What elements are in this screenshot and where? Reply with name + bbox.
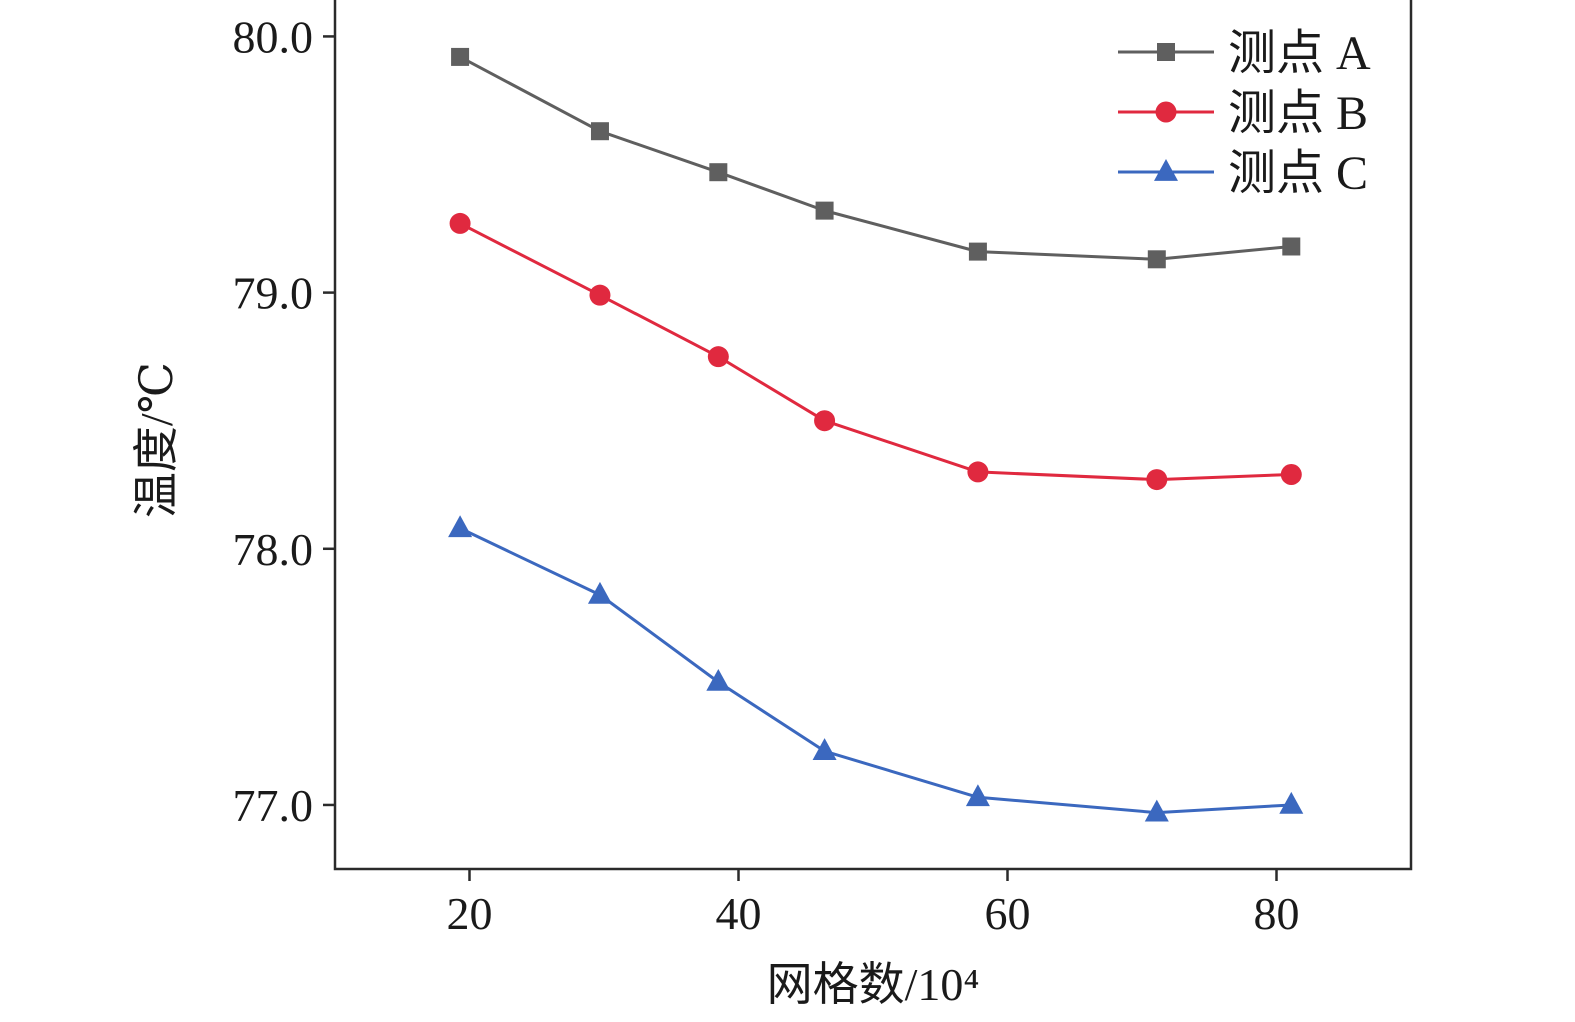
x-axis: 20 40 60 80 — [447, 869, 1300, 939]
data-point — [449, 212, 471, 234]
y-axis-title: 温度/℃ — [131, 362, 182, 518]
legend: 测点 A 测点 B 测点 C — [1118, 27, 1371, 200]
legend-item: 测点 A — [1118, 27, 1371, 80]
legend-marker — [1157, 43, 1175, 61]
y-tick-label: 79.0 — [233, 268, 314, 319]
legend-item: 测点 B — [1118, 87, 1368, 140]
data-point — [967, 461, 989, 483]
series-line — [459, 222, 1292, 482]
series-1 — [451, 47, 1301, 269]
data-point — [965, 784, 990, 807]
data-point — [1279, 791, 1304, 814]
legend-label: 测点 C — [1228, 147, 1368, 200]
data-point — [1282, 237, 1301, 256]
data-point — [590, 122, 609, 141]
series-2 — [449, 212, 1302, 491]
data-point — [706, 668, 731, 691]
series-layer — [448, 47, 1304, 822]
legend-label: 测点 B — [1228, 87, 1368, 140]
series-3 — [448, 515, 1304, 822]
data-point — [814, 410, 836, 432]
plot-frame — [333, 0, 1413, 871]
data-point — [1280, 463, 1302, 485]
legend-marker — [1155, 101, 1177, 123]
legend-item: 测点 C — [1118, 147, 1368, 200]
x-axis-title: 网格数/10⁴ — [767, 959, 980, 1010]
data-point — [815, 201, 834, 220]
data-point — [707, 346, 729, 368]
y-tick-label: 77.0 — [233, 780, 314, 831]
data-point — [451, 47, 470, 66]
series-line — [459, 526, 1292, 815]
data-point — [1147, 250, 1166, 269]
data-point — [709, 163, 728, 182]
x-tick-label: 20 — [447, 888, 493, 939]
y-tick-label: 78.0 — [233, 524, 314, 575]
legend-marker — [1154, 158, 1178, 181]
data-point — [968, 242, 987, 261]
x-tick-label: 40 — [716, 888, 762, 939]
legend-label: 测点 A — [1228, 27, 1371, 80]
data-point — [1144, 799, 1169, 822]
data-point — [587, 581, 612, 604]
data-point — [1146, 469, 1168, 491]
y-axis: 77.0 78.0 79.0 80.0 — [233, 11, 335, 831]
x-tick-label: 80 — [1254, 888, 1300, 939]
data-point — [448, 515, 473, 538]
series-line — [459, 55, 1292, 261]
data-point — [589, 284, 611, 306]
x-tick-label: 60 — [985, 888, 1031, 939]
data-point — [812, 738, 837, 760]
y-tick-label: 80.0 — [233, 11, 314, 62]
